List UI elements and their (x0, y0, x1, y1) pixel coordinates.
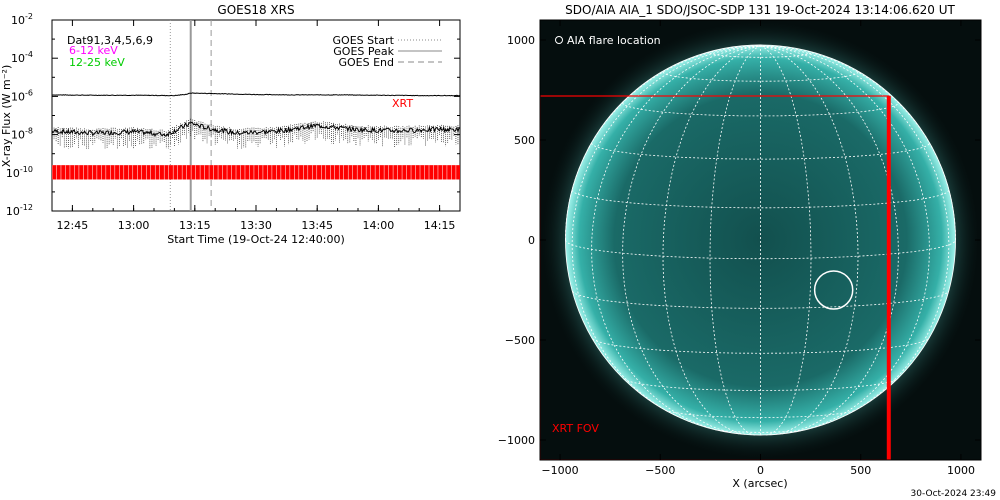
xrt-label: XRT (392, 97, 413, 110)
grid-latitude-line (591, 142, 930, 160)
xrt-coverage-bar (52, 165, 460, 180)
goes-x-tick-label: 13:30 (240, 219, 272, 232)
legend-entry-peak: GOES Peak (333, 45, 394, 58)
aia-y-axis: 1000 500 0 −500 −1000 (498, 34, 981, 447)
grid-limb (565, 44, 956, 436)
goes-y-axis: 10-2 10-4 10-6 10-8 10-10 10-12 (6, 12, 460, 218)
goes-y-tick-label: 10-10 (6, 165, 33, 180)
grid-longitude-line (709, 45, 761, 436)
grid-longitude-line (760, 45, 899, 435)
flare-legend-marker (555, 36, 563, 44)
band2-label: 12-25 keV (69, 56, 125, 69)
aia-x-tick-label: 0 (757, 464, 764, 477)
channels-label: Dat91,3,4,5,6,9 (67, 34, 153, 47)
goes-y-tick-label: 10-12 (6, 203, 33, 218)
goes-x-tick-label: 14:00 (363, 219, 395, 232)
aia-y-tick-label: 500 (514, 134, 535, 147)
aia-y-tick-label: −1000 (498, 434, 535, 447)
flare-location-marker (813, 270, 854, 310)
solar-disk (565, 44, 956, 436)
grid-longitude-line (662, 45, 761, 435)
grid-longitude-line (591, 45, 761, 433)
goes-y-tick-label: 10-6 (11, 88, 33, 103)
goes-y-tick-label: 10-4 (11, 50, 33, 65)
grid-longitude-line (622, 45, 761, 435)
aia-x-tick-label: −1000 (541, 464, 578, 477)
grid-latitude-line (664, 409, 857, 418)
goes-plot-title: GOES18 XRS (217, 3, 294, 17)
goes-x-tick-label: 14:15 (424, 219, 456, 232)
heliographic-grid (565, 44, 956, 436)
aia-y-tick-label: 0 (528, 234, 535, 247)
y-axis-label: X-ray Flux (W m⁻²) (0, 65, 13, 167)
grid-latitude-line (623, 378, 898, 391)
long-channel-line (52, 92, 460, 97)
short-channel-line (52, 121, 460, 138)
goes-x-tick-label: 13:45 (301, 219, 333, 232)
y-axis-label-text: X-ray Flux (W m⁻²) (0, 65, 13, 167)
goes-x-tick-label: 13:15 (179, 219, 211, 232)
aia-x-axis-label: X (arcsec) (732, 477, 787, 490)
aia-plot-title: SDO/AIA AIA_1 SDO/JSOC-SDP 131 19-Oct-20… (565, 3, 955, 17)
flare-legend-label: AIA flare location (567, 34, 661, 47)
grid-longitude-line (760, 45, 956, 241)
goes-xrs-plot: GOES18 XRS 10-2 10-4 10-6 10-8 10-10 10-12 12… (0, 3, 461, 246)
aia-y-tick-label: −500 (505, 334, 535, 347)
xrt-bar-fill (52, 165, 460, 180)
aia-x-axis: −1000 −500 0 500 1000 (541, 20, 975, 477)
aia-y-tick-label: 1000 (507, 34, 535, 47)
aia-image-plot: SDO/AIA AIA_1 SDO/JSOC-SDP 131 19-Oct-20… (498, 3, 982, 490)
goes-event-lines (169, 20, 212, 211)
grid-longitude-line (565, 45, 761, 241)
grid-longitude-line (760, 45, 930, 433)
xrt-fov-label: XRT FOV (552, 422, 599, 435)
aia-x-tick-label: −500 (645, 464, 675, 477)
grid-longitude-line (760, 45, 812, 436)
aia-x-tick-label: 1000 (947, 464, 975, 477)
grid-longitude-line (760, 45, 950, 424)
goes-legend: GOES Start GOES Peak GOES End (333, 34, 442, 69)
footer-timestamp: 30-Oct-2024 23:49 (911, 489, 997, 499)
band1-label: 6-12 keV (69, 44, 118, 57)
goes-x-axis: 12:45 13:00 13:15 13:30 13:45 14:00 14:15 (51, 20, 461, 232)
goes-y-tick-label: 10-2 (11, 12, 33, 27)
goes-x-tick-label: 13:00 (118, 219, 150, 232)
legend-entry-end: GOES End (338, 56, 394, 69)
grid-longitude-line (760, 45, 859, 435)
grid-longitude-line (571, 45, 761, 424)
legend-entry-start: GOES Start (333, 34, 395, 47)
goes-y-tick-label: 10-8 (11, 127, 33, 142)
x-axis-label: Start Time (19-Oct-24 12:40:00) (167, 233, 345, 246)
aia-x-tick-label: 500 (850, 464, 871, 477)
goes-x-tick-label: 12:45 (57, 219, 89, 232)
